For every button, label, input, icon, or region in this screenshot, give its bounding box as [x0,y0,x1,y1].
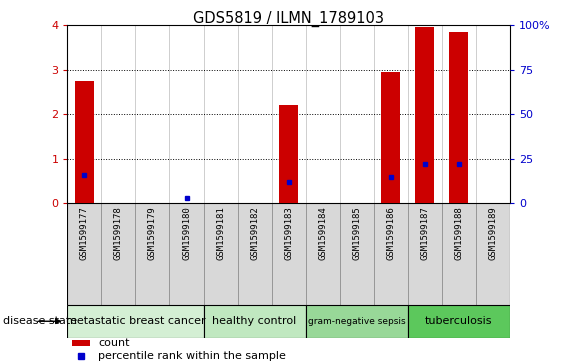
Text: GSM1599186: GSM1599186 [386,206,395,260]
Bar [72,340,90,346]
Text: count: count [98,338,130,348]
Bar [306,305,408,338]
Bar [408,305,510,338]
Text: metastatic breast cancer: metastatic breast cancer [66,316,205,326]
Bar [237,203,271,305]
Text: disease state: disease state [3,316,77,326]
Bar [381,72,400,203]
Text: GSM1599185: GSM1599185 [352,206,361,260]
Text: GSM1599180: GSM1599180 [182,206,191,260]
Bar [449,32,468,203]
Bar [101,203,135,305]
Bar [203,305,306,338]
Bar [280,105,298,203]
Bar [135,203,169,305]
Text: GSM1599184: GSM1599184 [318,206,327,260]
Text: GSM1599178: GSM1599178 [114,206,123,260]
Text: healthy control: healthy control [213,316,297,326]
Bar [67,305,203,338]
Bar [476,203,510,305]
Text: GSM1599187: GSM1599187 [420,206,429,260]
Text: gram-negative sepsis: gram-negative sepsis [308,317,406,326]
Text: tuberculosis: tuberculosis [425,316,492,326]
Bar [442,203,476,305]
Text: GSM1599181: GSM1599181 [216,206,225,260]
Text: GSM1599177: GSM1599177 [80,206,89,260]
Bar [203,203,237,305]
Text: GSM1599188: GSM1599188 [454,206,464,260]
Bar [374,203,408,305]
Bar [340,203,374,305]
Text: GSM1599183: GSM1599183 [284,206,293,260]
Bar [169,203,203,305]
Text: GSM1599182: GSM1599182 [250,206,259,260]
Text: percentile rank within the sample: percentile rank within the sample [98,351,286,361]
Bar [408,203,442,305]
Bar [75,81,94,203]
Bar [67,203,101,305]
Text: GSM1599189: GSM1599189 [488,206,498,260]
Bar [306,203,340,305]
Bar [415,27,434,203]
Bar [271,203,306,305]
Text: GDS5819 / ILMN_1789103: GDS5819 / ILMN_1789103 [193,11,384,27]
Text: GSM1599179: GSM1599179 [148,206,157,260]
